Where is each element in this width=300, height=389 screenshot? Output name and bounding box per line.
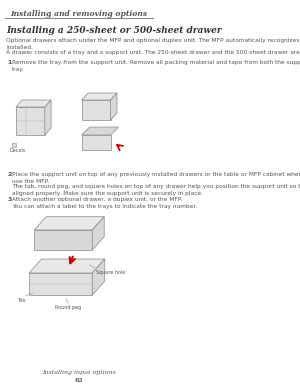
Polygon shape: [34, 230, 92, 250]
Text: Optional drawers attach under the MFP and optional duplex unit. The MFP automati: Optional drawers attach under the MFP an…: [6, 38, 300, 50]
Polygon shape: [111, 93, 117, 120]
Polygon shape: [16, 107, 45, 135]
Text: Installing input options: Installing input options: [42, 370, 116, 375]
Text: 82: 82: [75, 378, 83, 383]
Polygon shape: [92, 217, 104, 250]
Text: 3: 3: [8, 197, 12, 202]
Text: 1: 1: [8, 60, 12, 65]
Text: Decals: Decals: [10, 148, 26, 153]
Text: The tab, round peg, and square holes on top of any drawer help you position the : The tab, round peg, and square holes on …: [12, 184, 300, 196]
Polygon shape: [16, 100, 51, 107]
Text: 2: 2: [8, 172, 12, 177]
Text: Square hole: Square hole: [96, 270, 125, 275]
Polygon shape: [45, 100, 51, 135]
Polygon shape: [82, 100, 111, 120]
Polygon shape: [82, 127, 118, 135]
Text: Attach another optional drawer, a duplex unit, or the MFP.: Attach another optional drawer, a duplex…: [12, 197, 182, 202]
Polygon shape: [29, 273, 92, 295]
Polygon shape: [82, 135, 111, 150]
Text: Installing and removing options: Installing and removing options: [11, 10, 148, 18]
Text: Round peg: Round peg: [56, 305, 82, 310]
Polygon shape: [92, 259, 105, 295]
Text: Tab: Tab: [17, 298, 25, 303]
Polygon shape: [34, 217, 104, 230]
Text: Place the support unit on top of any previously installed drawers or the table o: Place the support unit on top of any pre…: [12, 172, 300, 184]
Polygon shape: [82, 93, 117, 100]
Text: Installing a 250-sheet or 500-sheet drawer: Installing a 250-sheet or 500-sheet draw…: [6, 26, 222, 35]
Text: Remove the tray from the support unit. Remove all packing material and tape from: Remove the tray from the support unit. R…: [12, 60, 300, 72]
Polygon shape: [29, 259, 105, 273]
Text: You can attach a label to the trays to indicate the tray number.: You can attach a label to the trays to i…: [12, 204, 197, 209]
Text: A drawer consists of a tray and a support unit. The 250-sheet drawer and the 500: A drawer consists of a tray and a suppor…: [6, 50, 300, 55]
FancyBboxPatch shape: [12, 143, 16, 147]
